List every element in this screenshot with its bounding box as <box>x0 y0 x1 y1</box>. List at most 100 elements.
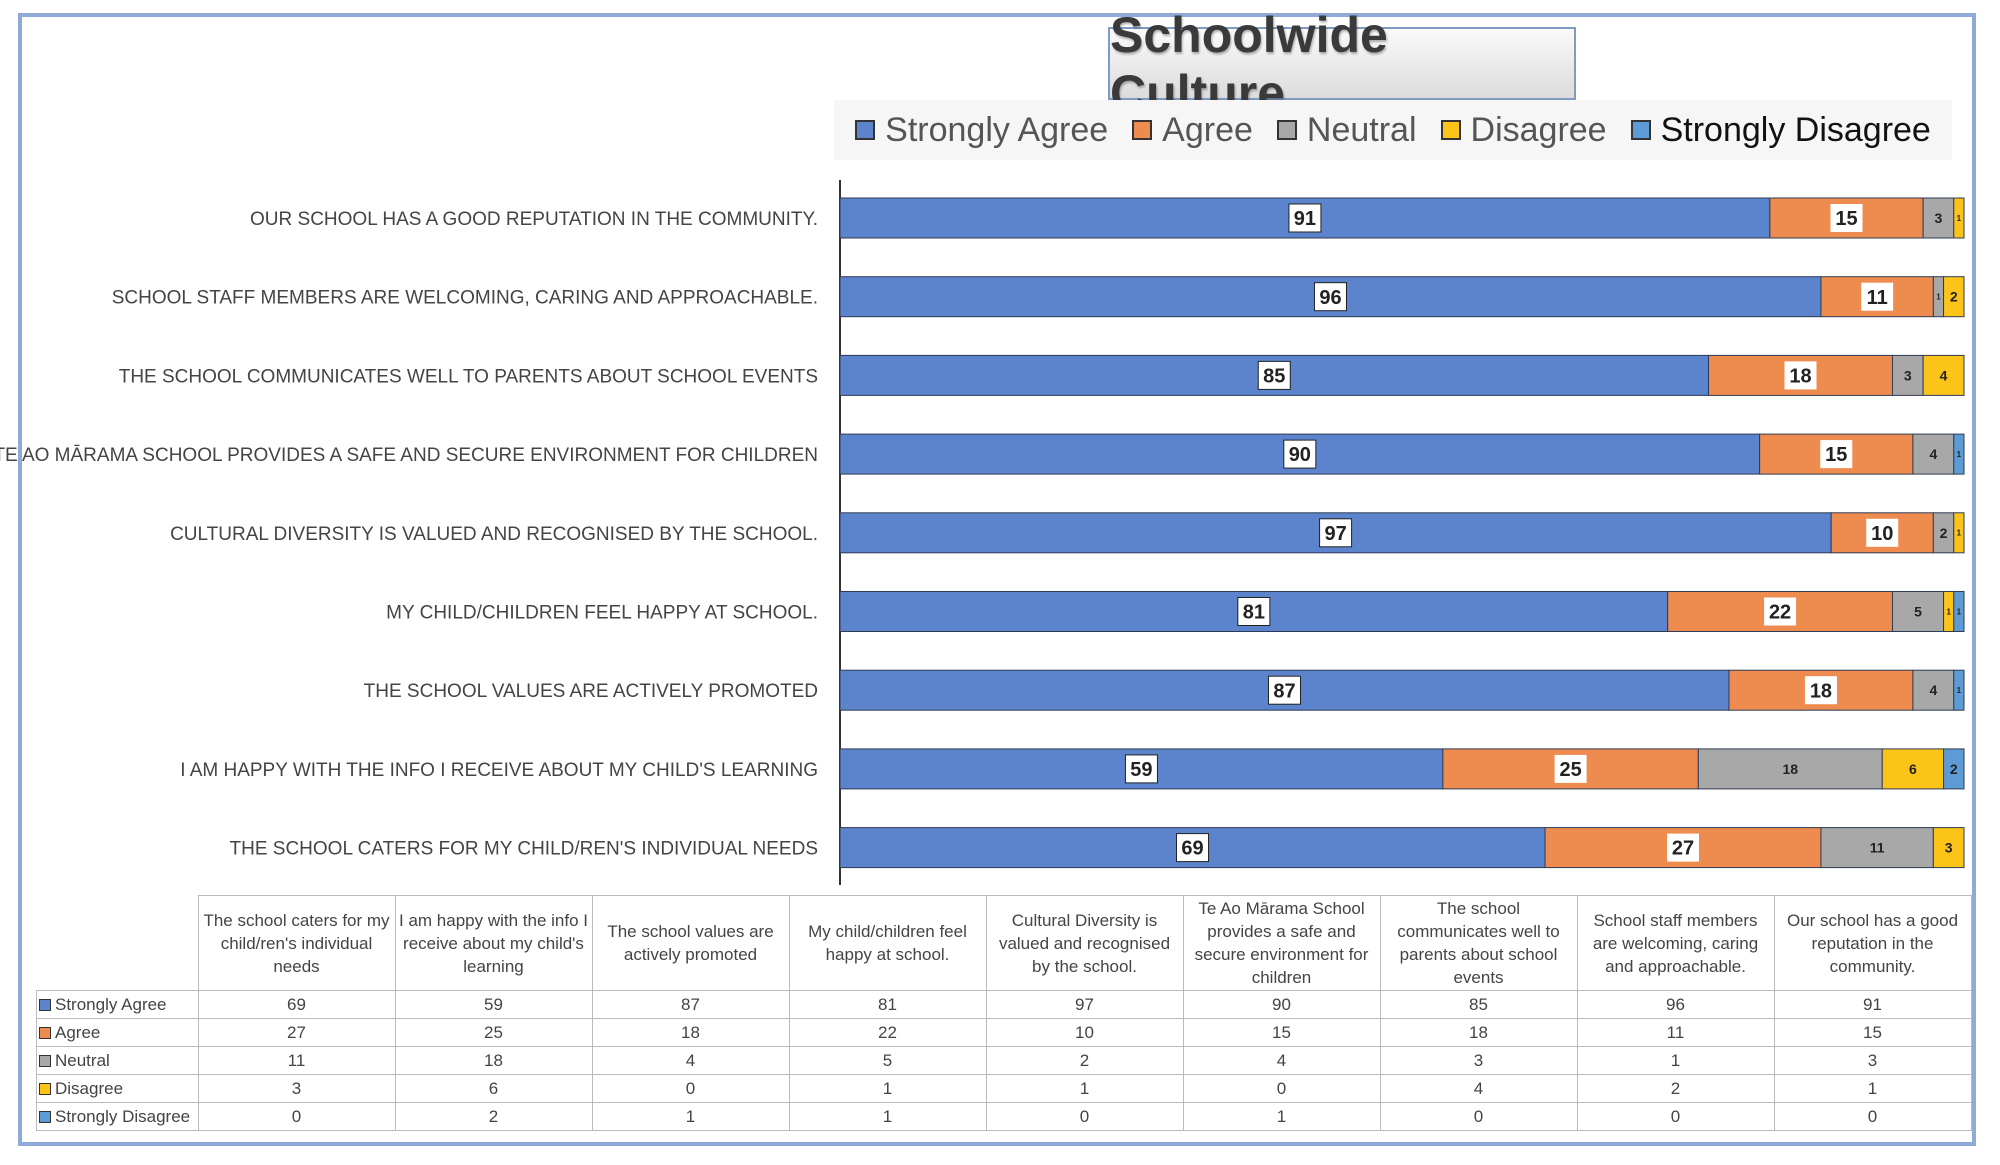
data-label: 87 <box>1273 680 1295 702</box>
table-cell: 0 <box>591 1074 790 1103</box>
table-cell: 1 <box>788 1102 987 1131</box>
table-cell: 18 <box>1379 1018 1578 1047</box>
legend: Strongly Agree Agree Neutral Disagree Strong… <box>834 100 1952 160</box>
data-label: 4 <box>1929 446 1937 462</box>
data-label: 11 <box>1867 287 1888 309</box>
data-label-box <box>1319 518 1353 548</box>
data-label: 90 <box>1289 444 1311 466</box>
legend-swatch <box>1630 120 1651 140</box>
table-cell: 4 <box>1379 1074 1578 1103</box>
legend-item: Agree <box>1132 111 1253 150</box>
table-cell: 0 <box>1379 1102 1578 1131</box>
data-label-box <box>1861 282 1894 311</box>
data-label-box <box>1830 204 1863 232</box>
series-name: Disagree <box>55 1078 124 1098</box>
data-label: 18 <box>1810 680 1832 702</box>
table-corner <box>37 896 199 991</box>
category-label: TE AO MĀRAMA SCHOOL PROVIDES A SAFE AND … <box>0 445 818 466</box>
data-label: 2 <box>1950 761 1958 777</box>
legend-item: Strongly Disagree <box>1630 110 1931 150</box>
table-cell: 6 <box>394 1074 593 1103</box>
table-cell: 11 <box>197 1046 396 1075</box>
data-label: 69 <box>1181 838 1203 860</box>
bar-segment <box>1891 354 1924 396</box>
table-row: Strongly Agree 69 59 87 81 97 90 85 96 91 <box>36 990 1972 1019</box>
data-label: 3 <box>1945 840 1953 856</box>
data-label-box <box>1554 754 1587 783</box>
series-name: Agree <box>55 1022 101 1042</box>
table-cell: 81 <box>788 990 987 1019</box>
data-label: 11 <box>1870 840 1885 856</box>
table-row: Disagree 3 6 0 1 1 0 4 2 1 <box>36 1074 1972 1103</box>
table-row-label: Neutral <box>36 1046 199 1075</box>
table-cell: 1 <box>985 1074 1184 1103</box>
legend-swatch <box>39 1082 51 1095</box>
data-label: 18 <box>1789 366 1811 388</box>
data-label: 59 <box>1130 759 1152 781</box>
table-header-row: The school caters for my child/ren's ind… <box>37 895 1972 991</box>
table-cell: 2 <box>1576 1074 1775 1103</box>
table-cell: 2 <box>394 1102 593 1131</box>
chart-frame <box>18 13 1976 1146</box>
series-name: Neutral <box>55 1050 110 1070</box>
table-cell: 15 <box>1773 1018 1972 1047</box>
legend-swatch <box>1132 120 1153 140</box>
table-column-header: The school caters for my child/ren's ind… <box>197 895 396 991</box>
data-label: 2 <box>1940 525 1948 541</box>
table-column-header: I am happy with the info I receive about… <box>394 895 593 991</box>
legend-label: Strongly Disagree <box>1660 110 1931 149</box>
category-label: MY CHILD/CHILDREN FEEL HAPPY AT SCHOOL. <box>386 603 818 624</box>
data-label: 22 <box>1769 602 1791 624</box>
table-row-label: Strongly Disagree <box>36 1102 199 1131</box>
table-cell: 1 <box>788 1074 987 1103</box>
table-cell: 4 <box>1182 1046 1381 1075</box>
data-label: 97 <box>1324 523 1346 545</box>
table-column-header: Cultural Diversity is valued and recogni… <box>985 895 1184 991</box>
table-cell: 96 <box>1576 990 1775 1019</box>
category-label: THE SCHOOL VALUES ARE ACTIVELY PROMOTED <box>364 681 818 702</box>
table-column-header: The school communicates well to parents … <box>1379 895 1578 991</box>
legend-label: Neutral <box>1306 110 1417 149</box>
table-cell: 97 <box>985 990 1184 1019</box>
table-cell: 18 <box>394 1046 593 1075</box>
bar-segment <box>1932 827 1965 869</box>
data-label: 15 <box>1835 208 1857 230</box>
table-cell: 18 <box>591 1018 790 1047</box>
data-label: 85 <box>1263 366 1285 388</box>
data-label: 3 <box>1904 367 1912 383</box>
table-cell: 10 <box>985 1018 1184 1047</box>
category-label: OUR SCHOOL HAS A GOOD REPUTATION IN THE … <box>250 209 818 230</box>
data-label: 2 <box>1950 289 1958 305</box>
data-label: 4 <box>1940 367 1948 383</box>
data-label-box <box>1267 675 1301 705</box>
table-cell: 5 <box>788 1046 987 1075</box>
legend-swatch <box>39 1026 51 1039</box>
legend-swatch <box>1276 120 1297 140</box>
table-cell: 3 <box>1379 1046 1578 1075</box>
data-label: 27 <box>1672 838 1694 860</box>
data-label: 1 <box>1957 214 1962 223</box>
table-cell: 0 <box>1182 1074 1381 1103</box>
bar-segment <box>1943 276 1965 318</box>
data-label-box <box>1764 597 1797 626</box>
table-column-header: Our school has a good reputation in the … <box>1773 895 1972 991</box>
data-label-box <box>1257 360 1291 390</box>
bar-segment <box>1912 669 1955 711</box>
bar-segment <box>1697 748 1883 790</box>
data-label: 4 <box>1929 682 1937 698</box>
data-label-box <box>1176 833 1210 863</box>
series-name: Strongly Agree <box>55 994 167 1014</box>
table-cell: 2 <box>985 1046 1184 1075</box>
data-label-box <box>1288 203 1322 233</box>
table-cell: 1 <box>1576 1046 1775 1075</box>
table-cell: 90 <box>1182 990 1381 1019</box>
table-cell: 4 <box>591 1046 790 1075</box>
legend-swatch <box>39 998 51 1011</box>
bar-segment <box>1953 591 1965 632</box>
category-label: THE SCHOOL COMMUNICATES WELL TO PARENTS … <box>119 366 818 387</box>
chart-title: Schoolwide Culture <box>1108 7 1576 121</box>
table-cell: 1 <box>1773 1074 1972 1103</box>
table-column-header: School staff members are welcoming, cari… <box>1576 895 1775 991</box>
data-table: The school caters for my child/ren's ind… <box>36 895 1972 1131</box>
bar-segment <box>1953 512 1965 554</box>
